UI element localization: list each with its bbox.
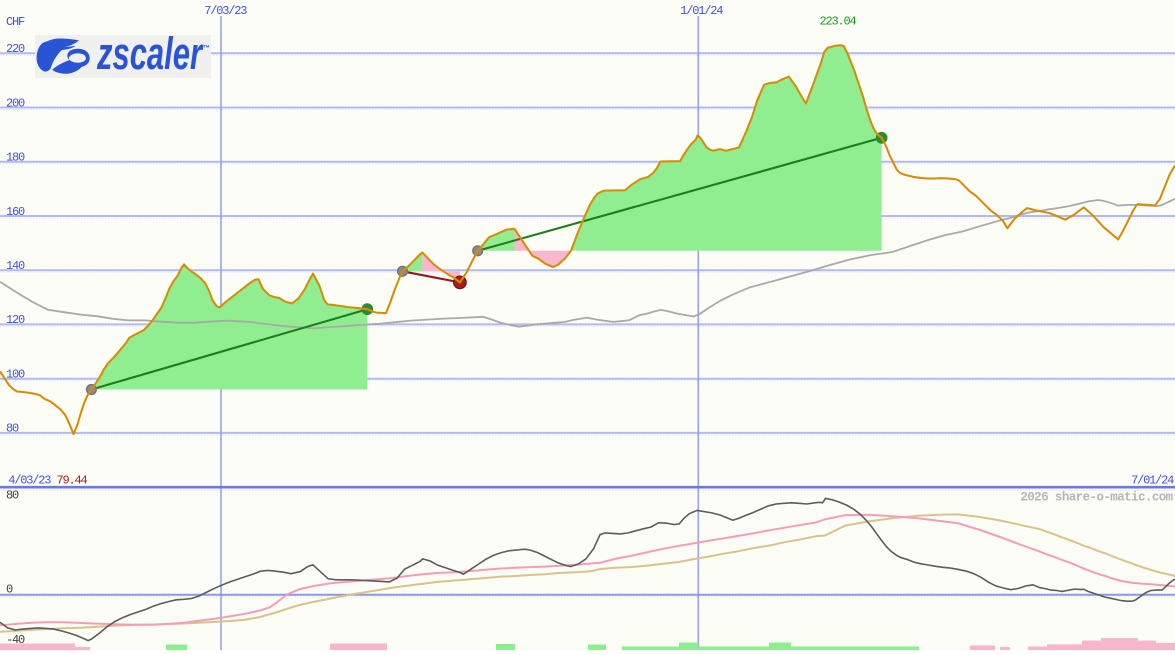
svg-text:140: 140 <box>6 259 25 273</box>
svg-text:CHF: CHF <box>6 15 25 29</box>
svg-text:220: 220 <box>6 42 25 56</box>
svg-text:0: 0 <box>6 583 13 597</box>
svg-text:180: 180 <box>6 151 25 165</box>
svg-text:7/01/24: 7/01/24 <box>1131 474 1174 488</box>
svg-text:1/01/24: 1/01/24 <box>680 4 723 18</box>
svg-text:4/03/23: 4/03/23 <box>8 474 51 488</box>
svg-text:7/03/23: 7/03/23 <box>204 4 247 18</box>
svg-text:100: 100 <box>6 368 25 382</box>
svg-text:200: 200 <box>6 96 25 110</box>
svg-text:79.44: 79.44 <box>57 474 88 488</box>
svg-text:80: 80 <box>6 422 19 436</box>
svg-text:120: 120 <box>6 313 25 327</box>
svg-text:223.04: 223.04 <box>820 15 857 29</box>
svg-text:zscaler: zscaler <box>96 28 203 79</box>
svg-text:80: 80 <box>6 489 19 503</box>
svg-text:-40: -40 <box>6 633 25 647</box>
svg-text:160: 160 <box>6 205 25 219</box>
svg-text:™: ™ <box>203 45 210 52</box>
svg-text:2026 share-o-matic.com: 2026 share-o-matic.com <box>1020 491 1173 505</box>
